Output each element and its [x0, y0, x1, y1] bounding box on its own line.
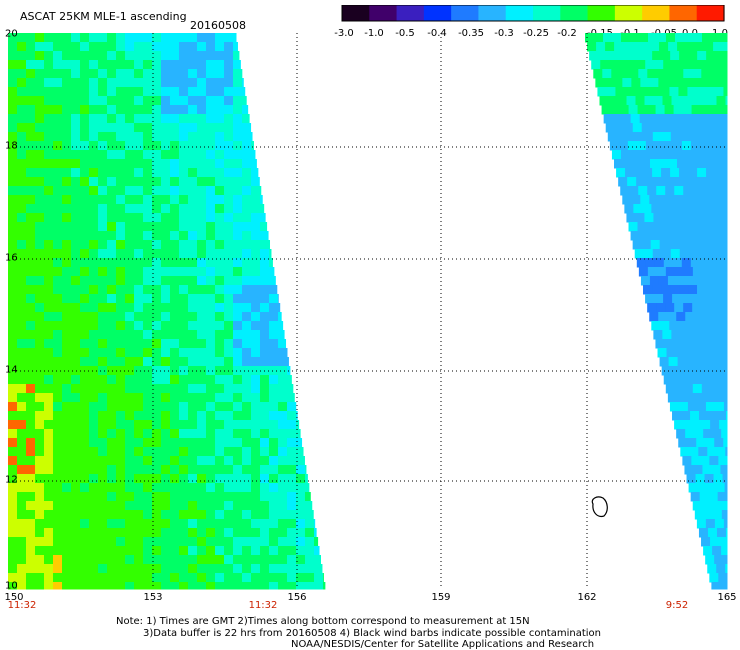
lat-lon-grid [8, 33, 727, 589]
lat-label-20: 20 [5, 28, 18, 40]
colorbar-swatch [423, 5, 452, 21]
map-date: 20160508 [190, 19, 246, 32]
colorbar-swatch [614, 5, 643, 21]
contour-marker [591, 496, 608, 518]
colorbar-swatch [533, 5, 561, 21]
note-line-3: NOAA/NESDIS/Center for Satellite Applica… [291, 639, 595, 650]
colorbar-label-4: -0.35 [458, 28, 484, 39]
lon-label-162: 162 [577, 592, 597, 603]
colorbar-frame [341, 5, 725, 22]
colorbar-swatch [369, 5, 398, 21]
note-line-2: 3)Data buffer is 22 hrs from 20160508 4)… [143, 628, 601, 639]
colorbar-label-1: -1.0 [364, 28, 384, 39]
lat-label-14: 14 [5, 364, 18, 376]
colorbar-label-6: -0.25 [523, 28, 549, 39]
time-label-left: 11:32 [7, 600, 37, 611]
colorbar-swatch [642, 5, 671, 21]
lat-label-10: 10 [5, 580, 18, 592]
colorbar-label-3: -0.4 [427, 28, 447, 39]
lat-label-16: 16 [5, 252, 18, 264]
satellite-swath-east [585, 33, 728, 590]
colorbar-label-7: -0.2 [557, 28, 577, 39]
satellite-swath-west [8, 33, 326, 590]
colorbar-swatch [505, 5, 534, 21]
colorbar-swatch [560, 5, 589, 21]
colorbar-swatch [451, 5, 480, 21]
lon-label-165: 165 [717, 592, 737, 603]
colorbar-swatch [696, 5, 725, 21]
time-label-right: 9:52 [665, 600, 689, 611]
time-label-middle: 11:32 [248, 600, 278, 611]
map-title: ASCAT 25KM MLE-1 ascending [20, 10, 187, 23]
colorbar-swatch [342, 5, 370, 21]
colorbar-swatch [669, 5, 698, 21]
lon-label-150: 150 [4, 592, 24, 603]
lon-label-153: 153 [143, 592, 163, 603]
wind-field-map [8, 33, 728, 590]
colorbar-label-2: -0.5 [395, 28, 415, 39]
colorbar-swatch [396, 5, 425, 21]
colorbar-label-0: -3.0 [334, 28, 354, 39]
colorbar-swatch [587, 5, 616, 21]
lon-label-156: 156 [287, 592, 307, 603]
lat-label-18: 18 [5, 140, 18, 152]
colorbar-swatch [478, 5, 507, 21]
color-scale-bar [341, 5, 725, 22]
lat-label-12: 12 [5, 474, 18, 486]
note-line-1: Note: 1) Times are GMT 2)Times along bot… [116, 616, 530, 627]
colorbar-label-5: -0.3 [494, 28, 514, 39]
lon-label-159: 159 [431, 592, 451, 603]
